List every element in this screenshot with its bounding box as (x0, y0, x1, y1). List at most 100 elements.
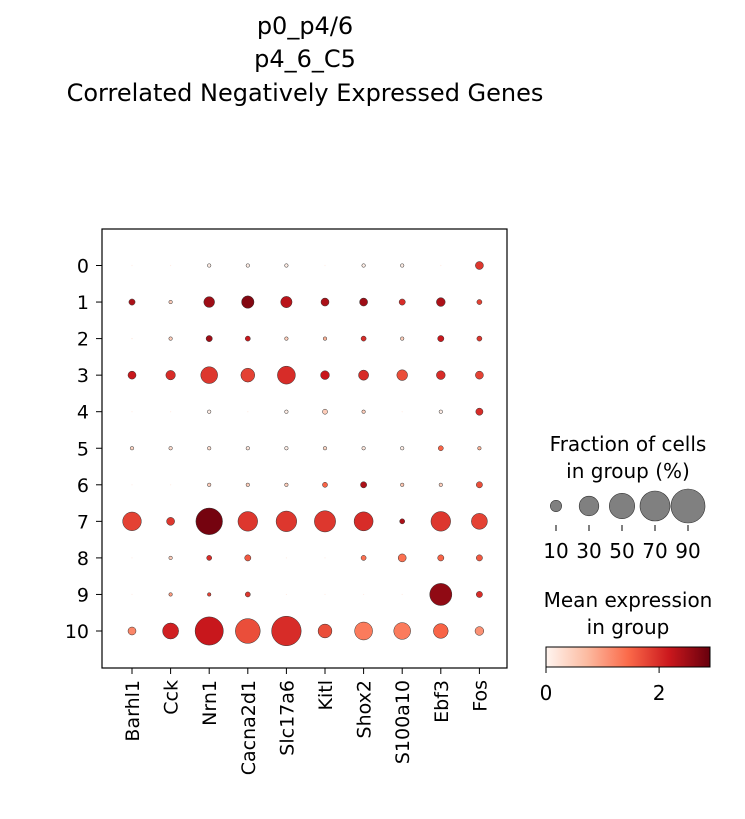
dot-slc17a6-group-6 (284, 482, 289, 487)
y-tick-label: 8 (77, 548, 89, 570)
y-tick-label: 9 (77, 584, 89, 606)
y-axis-ticks: 0 1 2 3 4 5 6 7 8 9 10 (65, 256, 102, 643)
dot-s100a10-group-5 (400, 446, 405, 451)
size-legend-title-line-2: in group (%) (566, 459, 690, 483)
dot-ebf3-group-6 (438, 482, 443, 487)
dot-cck-group-8 (168, 555, 173, 560)
dot-nrn1-group-7 (195, 507, 223, 535)
dot-barhl1-group-3 (127, 370, 137, 380)
dot-cck-group-9 (168, 592, 173, 597)
colorbar-tick-label: 2 (653, 681, 666, 705)
x-tick-label: Barhl1 (122, 680, 144, 742)
dot-cacna2d1-group-6 (245, 482, 250, 487)
dot-fos-group-9 (476, 591, 483, 598)
dot-ebf3-group-9 (429, 583, 453, 606)
y-tick-label: 5 (77, 438, 89, 460)
dot-cck-group-6 (170, 484, 172, 486)
dot-barhl1-group-8 (131, 557, 133, 559)
colorbar-tick-label: 0 (540, 681, 553, 705)
x-tick-label: Kitl (315, 680, 337, 710)
dot-slc17a6-group-5 (284, 446, 289, 451)
dot-nrn1-group-0 (207, 263, 212, 268)
dot-ebf3-group-8 (437, 554, 445, 562)
dot-barhl1-group-6 (131, 484, 133, 486)
dot-nrn1-group-3 (200, 366, 218, 384)
dot-s100a10-group-4 (401, 411, 403, 413)
dot-cacna2d1-group-10 (235, 618, 261, 644)
dot-s100a10-group-1 (398, 298, 406, 306)
x-tick-label: Fos (469, 680, 491, 712)
dot-s100a10-group-7 (399, 518, 405, 525)
dot-barhl1-group-4 (131, 411, 133, 413)
x-tick-label: Nrn1 (199, 680, 221, 726)
dot-cacna2d1-group-1 (241, 295, 255, 309)
y-tick-label: 10 (65, 621, 89, 643)
y-tick-label: 1 (77, 292, 89, 314)
x-tick-label: Cck (161, 680, 183, 715)
dot-nrn1-group-9 (207, 592, 212, 597)
y-tick-label: 7 (77, 511, 89, 533)
dot-fos-group-7 (471, 513, 488, 530)
dot-barhl1-group-9 (131, 593, 133, 596)
x-tick-label: Shox2 (354, 680, 376, 738)
size-legend-dot (670, 488, 706, 524)
color-legend-title-line-1: Mean expression (544, 588, 713, 612)
dot-slc17a6-group-10 (271, 615, 302, 647)
dot-s100a10-group-3 (396, 369, 408, 381)
dot-nrn1-group-2 (205, 335, 213, 342)
dot-fos-group-6 (476, 481, 483, 489)
dot-ebf3-group-0 (440, 264, 442, 267)
y-tick-label: 3 (77, 365, 89, 387)
dot-cacna2d1-group-3 (240, 367, 255, 383)
y-tick-label: 4 (77, 402, 89, 424)
size-legend: 10 30 50 70 90 (543, 488, 706, 563)
dot-barhl1-group-10 (127, 626, 137, 636)
dot-shox2-group-0 (361, 263, 366, 268)
dot-s100a10-group-10 (393, 622, 411, 640)
size-legend-title-line-1: Fraction of cells (550, 432, 707, 456)
size-legend-label: 50 (609, 539, 634, 563)
dot-ebf3-group-2 (437, 335, 445, 342)
size-legend-dot (639, 490, 671, 522)
dot-kitl-group-2 (322, 336, 328, 341)
x-tick-label: Cacna2d1 (238, 680, 260, 775)
size-legend-dot (578, 495, 600, 517)
dot-fos-group-10 (474, 626, 485, 636)
y-tick-label: 6 (77, 475, 89, 497)
dot-fos-group-1 (476, 299, 483, 305)
dot-cacna2d1-group-2 (245, 335, 251, 342)
dot-cck-group-5 (168, 446, 173, 451)
dot-shox2-group-4 (361, 409, 366, 414)
dot-kitl-group-10 (317, 623, 333, 639)
dot-slc17a6-group-0 (284, 263, 289, 268)
dot-cacna2d1-group-7 (237, 511, 258, 532)
size-legend-dot (550, 500, 562, 512)
dot-fos-group-0 (475, 261, 484, 270)
dot-kitl-group-9 (324, 593, 326, 596)
dot-ebf3-group-1 (436, 297, 446, 307)
dot-shox2-group-7 (353, 511, 374, 532)
dot-cck-group-1 (168, 300, 173, 305)
dot-barhl1-group-7 (122, 511, 142, 531)
size-legend-label: 30 (576, 539, 601, 563)
dot-ebf3-group-5 (438, 445, 444, 452)
dot-ebf3-group-4 (438, 409, 443, 414)
dot-shox2-group-5 (361, 446, 366, 451)
dot-cck-group-10 (162, 622, 179, 640)
dot-nrn1-group-10 (194, 616, 224, 646)
dot-cacna2d1-group-0 (245, 263, 250, 268)
dot-kitl-group-1 (320, 297, 330, 307)
size-legend-label: 10 (543, 539, 568, 563)
dot-kitl-group-0 (324, 264, 326, 267)
dot-ebf3-group-10 (433, 623, 449, 639)
dot-nrn1-group-1 (203, 296, 215, 308)
dot-shox2-group-9 (363, 593, 365, 596)
dot-slc17a6-group-4 (284, 409, 289, 414)
dot-marks (122, 261, 488, 647)
dot-slc17a6-group-9 (285, 593, 287, 596)
dot-slc17a6-group-2 (284, 336, 289, 341)
dot-kitl-group-4 (322, 408, 328, 415)
chart-title-line-1: p0_p4/6 (257, 12, 353, 40)
